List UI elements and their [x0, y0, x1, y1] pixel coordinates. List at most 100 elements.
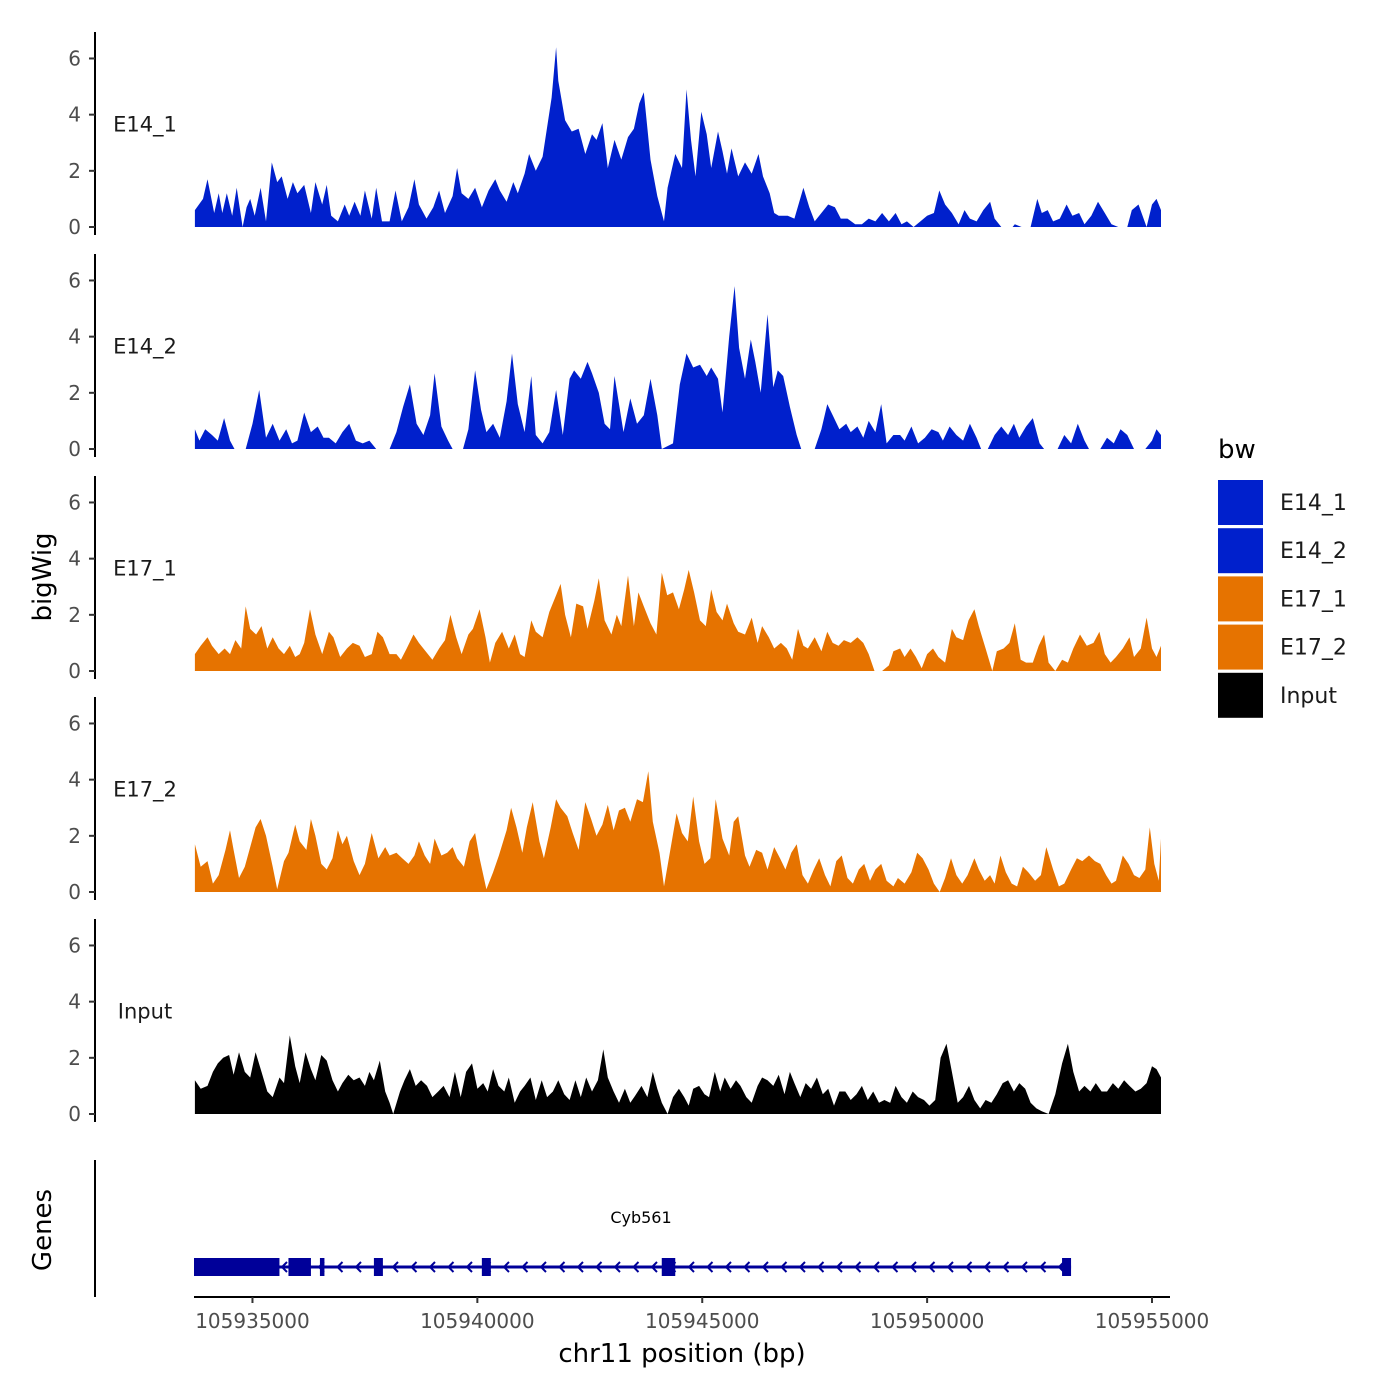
strand-arrow — [576, 1261, 584, 1273]
strand-arrow — [1002, 1261, 1010, 1273]
track-label: E17_1 — [113, 557, 177, 582]
strand-arrow — [502, 1261, 510, 1273]
x-tick-label: 105935000 — [195, 1309, 310, 1333]
coverage-area-E14_2 — [194, 286, 1161, 449]
strand-arrow — [280, 1261, 288, 1273]
legend-title: bw — [1218, 435, 1256, 465]
strand-arrow — [391, 1261, 399, 1273]
strand-arrow — [891, 1261, 899, 1273]
y-tick-label: 4 — [68, 547, 81, 571]
track-label: E14_1 — [113, 113, 177, 138]
y-tick-label: 6 — [68, 933, 81, 957]
strand-arrow — [595, 1261, 603, 1273]
gene-exon — [373, 1258, 383, 1276]
strand-arrow — [410, 1261, 418, 1273]
strand-arrow — [946, 1261, 954, 1273]
strand-arrow — [336, 1261, 344, 1273]
y-tick-label: 6 — [68, 46, 81, 70]
y-tick-label: 6 — [68, 490, 81, 514]
gene-track: Cyb561 — [94, 1160, 1072, 1297]
legend: bw E14_1 E14_2 E17_1 E17_2 Input — [1218, 435, 1347, 718]
gene-name-label: Cyb561 — [610, 1208, 671, 1227]
gene-exon — [661, 1258, 676, 1276]
y-tick-label: 0 — [68, 659, 81, 683]
strand-arrow — [428, 1261, 436, 1273]
x-tick-label: 105940000 — [420, 1309, 535, 1333]
y-axis-title: bigWig — [28, 532, 58, 621]
strand-arrow — [780, 1261, 788, 1273]
strand-arrow — [965, 1261, 973, 1273]
strand-arrow — [761, 1261, 769, 1273]
gene-exon — [288, 1258, 311, 1276]
legend-label-Input: Input — [1280, 684, 1337, 709]
strand-arrow — [632, 1261, 640, 1273]
legend-swatch-Input — [1218, 672, 1263, 718]
track-Input: 0 2 4 6 Input — [68, 919, 1161, 1126]
y-tick-label: 2 — [68, 1046, 81, 1070]
track-E14_1: 0 2 4 6 E14_1 — [68, 32, 1161, 239]
strand-arrow — [558, 1261, 566, 1273]
y-tick-label: 2 — [68, 381, 81, 405]
strand-arrow — [447, 1261, 455, 1273]
track-E17_2: 0 2 4 6 E17_2 — [68, 697, 1161, 904]
y-tick-label: 4 — [68, 990, 81, 1014]
strand-arrow — [354, 1261, 362, 1273]
strand-arrow — [687, 1261, 695, 1273]
x-axis: 105935000 105940000 105945000 105950000 1059… — [194, 1296, 1210, 1333]
strand-arrow — [650, 1261, 658, 1273]
strand-arrow — [909, 1261, 917, 1273]
track-E17_1: 0 2 4 6 E17_1 — [68, 476, 1161, 683]
legend-label-E14_2: E14_2 — [1280, 539, 1347, 564]
gene-exon — [319, 1258, 325, 1276]
strand-arrow — [1020, 1261, 1028, 1273]
legend-swatch-E14_1 — [1218, 480, 1263, 525]
track-label: Input — [118, 1000, 172, 1024]
gene-exon — [1062, 1258, 1072, 1276]
x-axis-title: chr11 position (bp) — [558, 1339, 805, 1369]
coverage-area-E14_1 — [194, 47, 1161, 228]
x-tick-label: 105945000 — [645, 1309, 760, 1333]
strand-arrow — [706, 1261, 714, 1273]
track-label: E17_2 — [113, 778, 177, 803]
legend-label-E17_1: E17_1 — [1280, 587, 1347, 612]
strand-arrow — [724, 1261, 732, 1273]
y-tick-label: 0 — [68, 437, 81, 461]
legend-swatch-E14_2 — [1218, 528, 1263, 574]
strand-arrow — [928, 1261, 936, 1273]
y-tick-label: 4 — [68, 768, 81, 792]
strand-arrow — [854, 1261, 862, 1273]
coverage-area-E17_2 — [194, 771, 1161, 892]
y-tick-label: 0 — [68, 215, 81, 239]
y-tick-label: 6 — [68, 268, 81, 292]
track-E14_2: 0 2 4 6 E14_2 — [68, 254, 1161, 461]
x-tick-label: 105950000 — [870, 1309, 985, 1333]
strand-arrow — [521, 1261, 529, 1273]
y-tick-label: 4 — [68, 325, 81, 349]
coverage-tracks: 0 2 4 6 E14_1 0 2 4 6 E14_2 0 2 4 6 E17_1 0 2 4 6 E17_2 0 2 4 6… — [68, 32, 1161, 1126]
strand-arrow — [465, 1261, 473, 1273]
y-tick-label: 2 — [68, 603, 81, 627]
strand-arrow — [835, 1261, 843, 1273]
track-label: E14_2 — [113, 335, 177, 360]
strand-arrow — [1039, 1261, 1047, 1273]
legend-swatch-E17_1 — [1218, 576, 1263, 622]
x-tick-label: 105955000 — [1095, 1309, 1210, 1333]
y-tick-label: 0 — [68, 1102, 81, 1126]
gene-exon — [481, 1258, 491, 1276]
legend-label-E17_2: E17_2 — [1280, 636, 1347, 661]
genes-axis-title: Genes — [28, 1189, 58, 1271]
y-tick-label: 2 — [68, 824, 81, 848]
legend-swatch-E17_2 — [1218, 624, 1263, 670]
strand-arrow — [798, 1261, 806, 1273]
legend-label-E14_1: E14_1 — [1280, 491, 1347, 516]
strand-arrow — [983, 1261, 991, 1273]
strand-arrow — [613, 1261, 621, 1273]
y-tick-label: 4 — [68, 103, 81, 127]
strand-arrow — [872, 1261, 880, 1273]
strand-arrow — [539, 1261, 547, 1273]
y-tick-label: 2 — [68, 159, 81, 183]
y-tick-label: 0 — [68, 880, 81, 904]
y-tick-label: 6 — [68, 711, 81, 735]
coverage-area-E17_1 — [194, 569, 1161, 671]
